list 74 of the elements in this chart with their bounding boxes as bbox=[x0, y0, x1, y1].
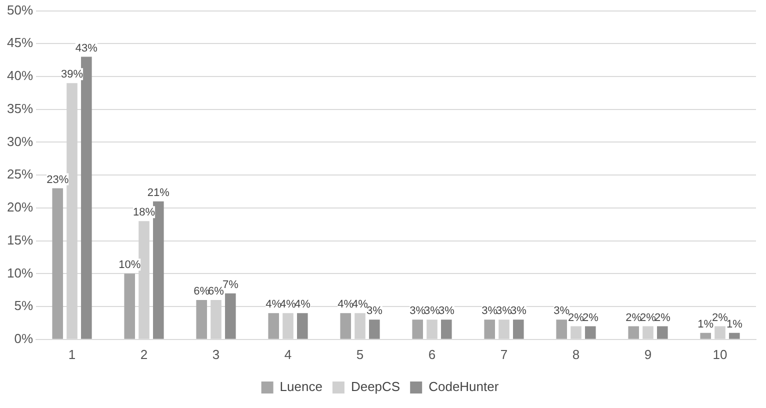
y-tick-label: 45% bbox=[6, 35, 34, 50]
x-tick-label: 2 bbox=[140, 346, 148, 362]
data-label: 6% bbox=[194, 286, 210, 298]
bar bbox=[585, 326, 596, 339]
y-tick-label: 20% bbox=[6, 200, 34, 215]
data-label: 3% bbox=[496, 305, 512, 318]
bar bbox=[196, 300, 208, 339]
data-label: 2% bbox=[640, 312, 656, 324]
data-label: 2% bbox=[582, 312, 599, 324]
bar bbox=[484, 320, 496, 339]
bar bbox=[52, 188, 64, 339]
x-tick-label: 9 bbox=[644, 346, 652, 362]
bar bbox=[153, 201, 164, 339]
y-tick-label: 40% bbox=[6, 68, 34, 84]
data-label: 3% bbox=[410, 305, 426, 318]
data-label: 10% bbox=[118, 259, 141, 272]
y-tick-label: 10% bbox=[6, 265, 34, 280]
data-label: 1% bbox=[698, 318, 714, 330]
bar bbox=[441, 320, 452, 339]
bar bbox=[268, 313, 280, 339]
bar bbox=[297, 313, 308, 339]
legend-label: Luence bbox=[280, 379, 322, 394]
data-label: 3% bbox=[366, 305, 383, 318]
bar bbox=[729, 332, 740, 339]
data-label: 3% bbox=[554, 305, 570, 318]
x-tick-label: 10 bbox=[712, 346, 728, 362]
data-label: 2% bbox=[626, 312, 642, 324]
data-label: 3% bbox=[438, 305, 455, 318]
x-tick-label: 7 bbox=[500, 346, 508, 362]
bar bbox=[556, 320, 568, 339]
y-tick-label: 0% bbox=[14, 330, 34, 346]
bar bbox=[412, 320, 424, 339]
data-label: 18% bbox=[133, 206, 156, 219]
data-label: 21% bbox=[147, 186, 170, 199]
x-tick-label: 8 bbox=[572, 346, 580, 362]
data-label: 4% bbox=[338, 298, 354, 311]
data-label: 3% bbox=[424, 305, 440, 318]
data-label: 4% bbox=[266, 298, 282, 311]
bar bbox=[513, 320, 524, 339]
bar bbox=[225, 293, 236, 339]
y-tick-label: 30% bbox=[6, 134, 34, 149]
bar bbox=[700, 332, 711, 339]
data-label: 43% bbox=[75, 42, 98, 54]
data-label: 4% bbox=[352, 298, 368, 311]
data-label: 7% bbox=[222, 278, 239, 291]
bar bbox=[81, 56, 92, 339]
data-label: 3% bbox=[482, 305, 498, 318]
x-tick-label: 1 bbox=[68, 346, 76, 362]
x-tick-label: 5 bbox=[356, 346, 364, 362]
x-tick-label: 3 bbox=[212, 346, 220, 362]
y-tick-label: 25% bbox=[6, 166, 34, 182]
bar bbox=[369, 320, 380, 339]
legend-label: CodeHunter bbox=[428, 379, 500, 394]
y-tick-label: 15% bbox=[6, 232, 34, 248]
y-tick-label: 5% bbox=[14, 298, 34, 314]
bar bbox=[340, 313, 352, 339]
y-tick-label: 50% bbox=[6, 2, 34, 18]
legend-label: DeepCS bbox=[350, 379, 400, 394]
bar bbox=[657, 326, 668, 339]
data-label: 23% bbox=[46, 174, 69, 186]
data-label: 2% bbox=[654, 312, 671, 324]
data-label: 39% bbox=[61, 68, 84, 81]
data-label: 2% bbox=[712, 312, 728, 324]
data-label: 4% bbox=[294, 298, 311, 311]
bar bbox=[124, 274, 136, 339]
x-tick-label: 6 bbox=[428, 346, 436, 362]
data-label: 6% bbox=[208, 286, 224, 298]
y-tick-label: 35% bbox=[6, 100, 34, 116]
bar bbox=[628, 326, 640, 339]
data-label: 4% bbox=[280, 298, 296, 311]
data-label: 3% bbox=[510, 305, 527, 318]
data-label: 1% bbox=[726, 318, 743, 330]
data-label: 2% bbox=[568, 312, 584, 324]
x-tick-label: 4 bbox=[284, 346, 292, 362]
